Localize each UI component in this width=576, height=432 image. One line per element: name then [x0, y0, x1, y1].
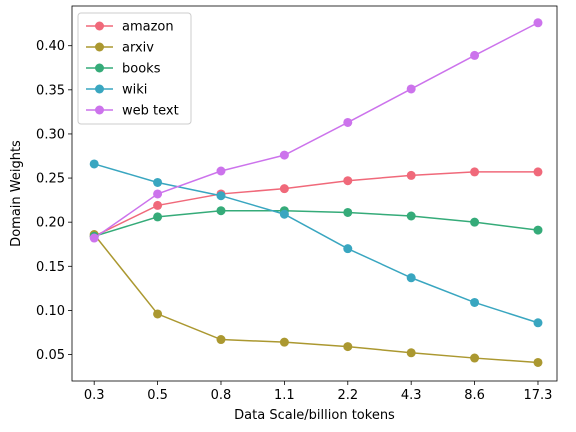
data-point-web-text	[153, 189, 163, 199]
series-line-books	[93, 209, 539, 238]
legend-marker-books	[95, 63, 104, 73]
data-point-wiki	[279, 209, 289, 219]
legend-label-arxiv: arxiv	[122, 41, 154, 56]
y-tick-label: 0.40	[36, 39, 65, 54]
legend-label-books: books	[122, 62, 161, 77]
axes: 0.3 0.5 0.8 1.1 2.2 4.3 8.6 17.3 0.05 0.10 0.15 0.2…	[36, 5, 558, 403]
data-point-books	[216, 206, 226, 216]
data-point-web-text	[343, 117, 353, 127]
series-line-arxiv	[93, 234, 539, 364]
y-tick-label: 0.20	[36, 216, 65, 231]
data-point-wiki	[216, 191, 226, 201]
legend-marker-web-text	[95, 105, 104, 115]
data-point-amazon	[406, 170, 416, 180]
data-point-arxiv	[533, 357, 543, 367]
data-point-wiki	[89, 159, 99, 169]
data-point-books	[470, 217, 480, 227]
data-point-amazon	[279, 184, 289, 194]
data-point-web-text	[470, 50, 480, 60]
data-point-web-text	[279, 150, 289, 160]
data-point-wiki	[470, 297, 480, 307]
legend-marker-arxiv	[95, 42, 104, 52]
data-point-wiki	[153, 177, 163, 187]
data-point-amazon	[470, 167, 480, 177]
x-tick-label: 0.3	[84, 388, 105, 403]
legend: amazon arxiv books wiki web text	[77, 12, 192, 125]
data-point-books	[406, 211, 416, 221]
data-point-wiki	[406, 273, 416, 283]
x-tick-label: 0.8	[211, 388, 232, 403]
series-line-amazon	[93, 171, 538, 237]
x-tick-label: 0.5	[147, 388, 168, 403]
data-point-web-text	[406, 84, 416, 94]
legend-label-amazon: amazon	[122, 20, 174, 35]
data-point-arxiv	[406, 348, 416, 358]
data-point-wiki	[343, 244, 353, 254]
y-axis-label: Domain Weights	[9, 140, 24, 247]
x-tick-label: 17.3	[524, 388, 553, 403]
y-tick-label: 0.25	[36, 172, 65, 187]
legend-marker-amazon	[95, 21, 104, 31]
data-point-arxiv	[216, 335, 226, 345]
y-tick-label: 0.05	[36, 348, 65, 363]
data-point-arxiv	[279, 337, 289, 347]
data-point-web-text	[89, 233, 99, 243]
series-layer	[89, 18, 543, 367]
x-axis-label: Data Scale/billion tokens	[234, 408, 395, 423]
data-point-web-text	[216, 166, 226, 176]
legend-marker-wiki	[95, 84, 104, 94]
series-line-wiki	[93, 163, 539, 324]
series-line-web-text	[93, 22, 539, 239]
data-point-arxiv	[343, 342, 353, 352]
data-point-wiki	[533, 318, 543, 328]
plot-frame	[71, 5, 558, 382]
x-tick-label: 1.1	[274, 388, 295, 403]
data-point-books	[343, 207, 353, 217]
data-point-books	[153, 212, 163, 222]
data-point-web-text	[533, 18, 543, 28]
y-tick-label: 0.30	[36, 127, 65, 142]
legend-box	[77, 12, 192, 125]
x-tick-label: 2.2	[337, 388, 358, 403]
data-point-arxiv	[470, 353, 480, 363]
legend-label-web-text: web text	[122, 104, 179, 119]
y-tick-label: 0.15	[36, 260, 65, 275]
y-tick-label: 0.35	[36, 83, 65, 98]
x-tick-label: 4.3	[401, 388, 422, 403]
data-point-amazon	[533, 167, 543, 177]
data-point-books	[533, 225, 543, 235]
data-point-amazon	[343, 176, 353, 186]
x-tick-label: 8.6	[464, 388, 485, 403]
y-tick-label: 0.10	[36, 304, 65, 319]
data-point-amazon	[153, 200, 163, 210]
legend-label-wiki: wiki	[122, 83, 147, 98]
data-point-arxiv	[153, 309, 163, 319]
